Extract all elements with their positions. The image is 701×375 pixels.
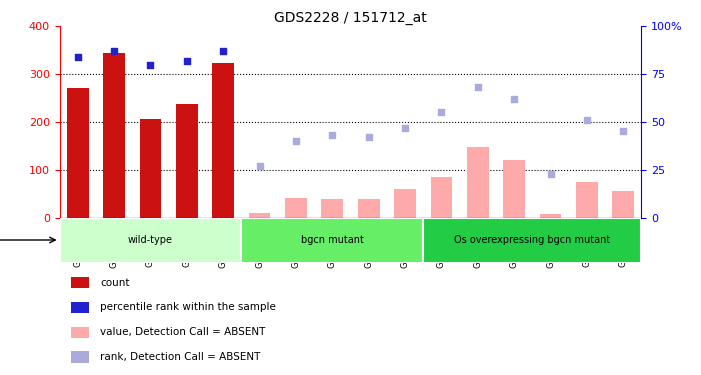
- Text: GSM95938: GSM95938: [510, 222, 519, 268]
- Text: GSM95934: GSM95934: [365, 222, 373, 268]
- Point: [327, 132, 338, 138]
- Bar: [72, 351, 88, 363]
- Bar: [103, 53, 125, 217]
- Bar: [60, 217, 241, 262]
- Bar: [430, 177, 452, 218]
- Text: wild-type: wild-type: [128, 235, 173, 245]
- Bar: [72, 302, 88, 313]
- Text: GSM95942: GSM95942: [74, 222, 82, 267]
- Text: GSM95932: GSM95932: [292, 222, 301, 268]
- Text: GSM95946: GSM95946: [219, 222, 228, 268]
- Text: percentile rank within the sample: percentile rank within the sample: [100, 303, 276, 312]
- Point: [436, 110, 447, 116]
- Point: [217, 48, 229, 54]
- Text: GSM95935: GSM95935: [400, 222, 409, 268]
- Bar: [576, 182, 598, 218]
- Bar: [72, 277, 88, 288]
- Bar: [67, 88, 88, 218]
- Title: GDS2228 / 151712_at: GDS2228 / 151712_at: [274, 11, 427, 25]
- Text: Os overexpressing bgcn mutant: Os overexpressing bgcn mutant: [454, 235, 611, 245]
- Bar: [503, 160, 525, 218]
- Point: [182, 58, 193, 64]
- Text: GSM95939: GSM95939: [546, 222, 555, 268]
- Text: rank, Detection Call = ABSENT: rank, Detection Call = ABSENT: [100, 352, 261, 362]
- Bar: [321, 200, 343, 217]
- Bar: [423, 217, 641, 262]
- Text: GSM95931: GSM95931: [255, 222, 264, 268]
- Point: [581, 117, 592, 123]
- Point: [472, 84, 484, 90]
- Bar: [285, 198, 307, 217]
- Bar: [613, 191, 634, 217]
- Bar: [212, 63, 234, 217]
- Point: [508, 96, 519, 102]
- Text: GSM95940: GSM95940: [583, 222, 592, 267]
- Text: bgcn mutant: bgcn mutant: [301, 235, 364, 245]
- Point: [254, 163, 265, 169]
- Point: [363, 134, 374, 140]
- Bar: [467, 147, 489, 218]
- Bar: [249, 213, 271, 217]
- Text: GSM95945: GSM95945: [182, 222, 191, 267]
- Text: GSM95944: GSM95944: [146, 222, 155, 267]
- Point: [109, 48, 120, 54]
- Bar: [72, 327, 88, 338]
- Text: GSM95941: GSM95941: [619, 222, 627, 267]
- Text: value, Detection Call = ABSENT: value, Detection Call = ABSENT: [100, 327, 266, 337]
- Bar: [241, 217, 423, 262]
- Point: [545, 171, 556, 177]
- Point: [400, 124, 411, 130]
- Bar: [540, 214, 562, 217]
- Text: GSM95936: GSM95936: [437, 222, 446, 268]
- Point: [290, 138, 301, 144]
- Text: count: count: [100, 278, 130, 288]
- Bar: [358, 200, 380, 217]
- Bar: [139, 118, 161, 218]
- Text: GSM95937: GSM95937: [473, 222, 482, 268]
- Point: [618, 128, 629, 135]
- Text: GSM95943: GSM95943: [109, 222, 118, 268]
- Point: [72, 54, 83, 60]
- Point: [145, 62, 156, 68]
- Bar: [394, 189, 416, 217]
- Bar: [176, 104, 198, 218]
- Text: GSM95933: GSM95933: [328, 222, 336, 268]
